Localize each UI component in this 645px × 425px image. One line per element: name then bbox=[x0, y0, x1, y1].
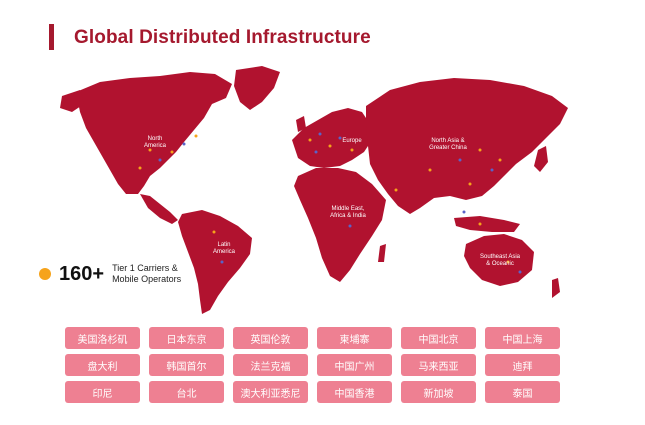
world-map: North America Europe North Asia & Greater … bbox=[60, 66, 568, 314]
location-grid: 美国洛杉矶 日本东京 英国伦敦 柬埔寨 中国北京 中国上海 盘大利 韩国首尔 法… bbox=[65, 327, 560, 403]
madagascar-landmass bbox=[378, 244, 386, 262]
stat-dot-icon bbox=[39, 268, 51, 280]
region-labels: North America Europe North Asia & Greater … bbox=[144, 136, 521, 267]
indonesia-landmass bbox=[454, 216, 520, 232]
uk-landmass bbox=[296, 116, 306, 132]
central-america-landmass bbox=[140, 194, 178, 224]
location-button[interactable]: 日本东京 bbox=[149, 327, 224, 349]
location-button[interactable]: 泰国 bbox=[485, 381, 560, 403]
north-america-landmass bbox=[76, 72, 232, 194]
location-button[interactable]: 新加坡 bbox=[401, 381, 476, 403]
africa-landmass bbox=[294, 168, 386, 282]
location-button[interactable]: 马来西亚 bbox=[401, 354, 476, 376]
carrier-stat: 160+ Tier 1 Carriers & Mobile Operators bbox=[39, 261, 181, 287]
location-button[interactable]: 中国北京 bbox=[401, 327, 476, 349]
location-button[interactable]: 中国广州 bbox=[317, 354, 392, 376]
location-button[interactable]: 澳大利亚悉尼 bbox=[233, 381, 308, 403]
alaska-landmass bbox=[60, 90, 84, 112]
greenland-landmass bbox=[234, 66, 280, 110]
region-label-southeast-asia: Southeast Asia & Oceanic bbox=[480, 254, 521, 267]
location-button[interactable]: 韩国首尔 bbox=[149, 354, 224, 376]
location-button[interactable]: 台北 bbox=[149, 381, 224, 403]
location-button[interactable]: 中国上海 bbox=[485, 327, 560, 349]
location-button[interactable]: 中国香港 bbox=[317, 381, 392, 403]
continents bbox=[60, 66, 568, 314]
region-label-north-asia: North Asia & Greater China bbox=[429, 138, 467, 151]
location-button[interactable]: 柬埔寨 bbox=[317, 327, 392, 349]
asia-landmass bbox=[366, 78, 568, 214]
australia-landmass bbox=[464, 234, 534, 286]
location-button[interactable]: 迪拜 bbox=[485, 354, 560, 376]
location-button[interactable]: 英国伦敦 bbox=[233, 327, 308, 349]
stat-number: 160+ bbox=[59, 262, 105, 285]
stat-line-2: Mobile Operators bbox=[112, 274, 182, 284]
title-accent-bar bbox=[49, 24, 54, 50]
region-label-europe: Europe bbox=[342, 138, 362, 144]
region-label-middle-east: Middle East, Africa & India bbox=[330, 206, 366, 219]
location-button[interactable]: 美国洛杉矶 bbox=[65, 327, 140, 349]
new-zealand-landmass bbox=[552, 278, 560, 298]
datacenter-markers bbox=[138, 132, 522, 274]
region-label-north-america: North America bbox=[144, 136, 167, 149]
location-button[interactable]: 盘大利 bbox=[65, 354, 140, 376]
europe-landmass bbox=[292, 108, 372, 168]
location-button[interactable]: 法兰克福 bbox=[233, 354, 308, 376]
south-america-landmass bbox=[178, 210, 252, 314]
page-title: Global Distributed Infrastructure bbox=[74, 27, 371, 48]
stat-description: Tier 1 Carriers & Mobile Operators bbox=[112, 263, 181, 285]
stat-line-1: Tier 1 Carriers & bbox=[112, 263, 178, 273]
location-button[interactable]: 印尼 bbox=[65, 381, 140, 403]
region-label-latin-america: Latin America bbox=[213, 242, 236, 255]
japan-landmass bbox=[534, 146, 548, 172]
